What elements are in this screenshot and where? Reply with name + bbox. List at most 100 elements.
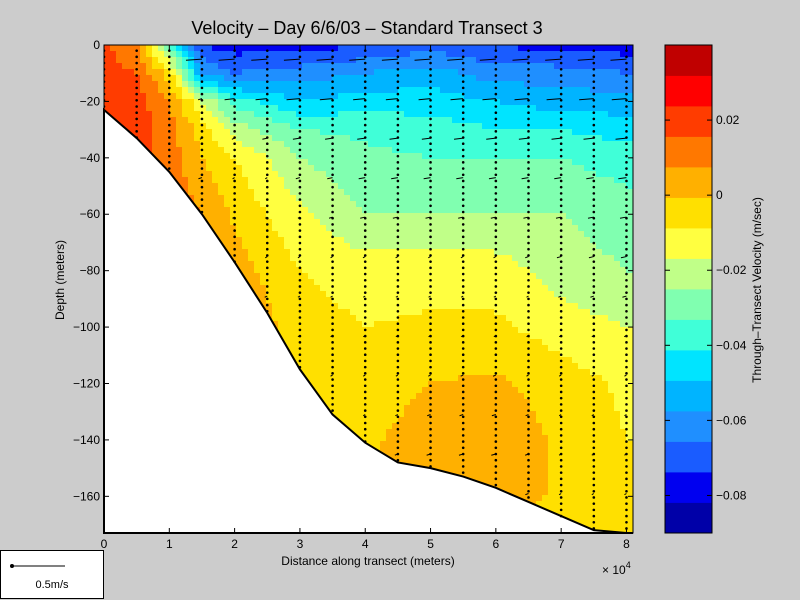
contour-cell — [434, 123, 441, 130]
contour-cell — [296, 63, 303, 70]
contour-cell — [578, 147, 585, 154]
contour-cell — [398, 315, 405, 322]
contour-cell — [218, 213, 225, 220]
contour-cell — [566, 63, 573, 70]
contour-cell — [254, 135, 261, 142]
contour-cell — [608, 165, 615, 172]
contour-cell — [542, 237, 549, 244]
contour-cell — [626, 81, 633, 88]
contour-cell — [602, 81, 609, 88]
contour-cell — [182, 51, 189, 58]
contour-cell — [206, 69, 213, 76]
contour-cell — [488, 333, 495, 340]
contour-cell — [416, 153, 423, 160]
contour-cell — [518, 87, 525, 94]
contour-cell — [440, 279, 447, 286]
contour-cell — [446, 333, 453, 340]
contour-cell — [368, 345, 375, 352]
contour-cell — [602, 279, 609, 286]
contour-cell — [392, 105, 399, 112]
contour-cell — [560, 261, 567, 268]
contour-cell — [386, 309, 393, 316]
contour-cell — [554, 333, 561, 340]
contour-cell — [278, 147, 285, 154]
contour-cell — [380, 219, 387, 226]
contour-cell — [440, 303, 447, 310]
contour-cell — [440, 267, 447, 274]
contour-cell — [404, 147, 411, 154]
contour-cell — [422, 129, 429, 136]
contour-cell — [422, 51, 429, 58]
contour-cell — [458, 129, 465, 136]
contour-cell — [572, 339, 579, 346]
contour-cell — [500, 45, 507, 52]
contour-cell — [218, 171, 225, 178]
contour-cell — [416, 303, 423, 310]
contour-cell — [230, 243, 237, 250]
contour-cell — [428, 249, 435, 256]
contour-cell — [608, 339, 615, 346]
contour-cell — [608, 93, 615, 100]
contour-cell — [416, 45, 423, 52]
contour-cell — [398, 261, 405, 268]
contour-cell — [248, 51, 255, 58]
contour-cell — [434, 99, 441, 106]
contour-cell — [386, 111, 393, 118]
contour-cell — [206, 147, 213, 154]
contour-cell — [212, 87, 219, 94]
contour-cell — [422, 213, 429, 220]
contour-cell — [278, 117, 285, 124]
contour-cell — [500, 75, 507, 82]
contour-cell — [272, 135, 279, 142]
contour-cell — [404, 225, 411, 232]
contour-cell — [470, 339, 477, 346]
contour-cell — [272, 315, 279, 322]
contour-cell — [398, 237, 405, 244]
contour-cell — [188, 123, 195, 130]
contour-cell — [476, 123, 483, 130]
contour-cell — [578, 363, 585, 370]
contour-cell — [482, 147, 489, 154]
contour-cell — [608, 201, 615, 208]
contour-cell — [206, 51, 213, 58]
contour-cell — [608, 45, 615, 52]
contour-cell — [320, 339, 327, 346]
contour-cell — [518, 123, 525, 130]
contour-cell — [572, 99, 579, 106]
contour-cell — [488, 363, 495, 370]
contour-cell — [326, 141, 333, 148]
contour-cell — [350, 177, 357, 184]
contour-cell — [518, 225, 525, 232]
contour-cell — [494, 93, 501, 100]
contour-cell — [518, 69, 525, 76]
contour-cell — [248, 93, 255, 100]
contour-cell — [260, 177, 267, 184]
contour-cell — [560, 213, 567, 220]
contour-cell — [236, 225, 243, 232]
contour-cell — [368, 273, 375, 280]
contour-cell — [488, 291, 495, 298]
contour-cell — [218, 207, 225, 214]
contour-cell — [578, 135, 585, 142]
contour-cell — [476, 369, 483, 376]
contour-cell — [374, 357, 381, 364]
contour-cell — [152, 87, 159, 94]
contour-cell — [374, 51, 381, 58]
contour-cell — [494, 375, 501, 382]
contour-cell — [350, 357, 357, 364]
contour-cell — [344, 51, 351, 58]
contour-cell — [272, 99, 279, 106]
contour-cell — [464, 309, 471, 316]
contour-cell — [548, 87, 555, 94]
contour-cell — [332, 321, 339, 328]
contour-cell — [320, 237, 327, 244]
contour-cell — [338, 201, 345, 208]
contour-cell — [446, 147, 453, 154]
contour-cell — [326, 81, 333, 88]
contour-cell — [386, 267, 393, 274]
contour-cell — [374, 345, 381, 352]
contour-cell — [470, 129, 477, 136]
contour-cell — [542, 345, 549, 352]
contour-cell — [284, 297, 291, 304]
contour-cell — [548, 249, 555, 256]
